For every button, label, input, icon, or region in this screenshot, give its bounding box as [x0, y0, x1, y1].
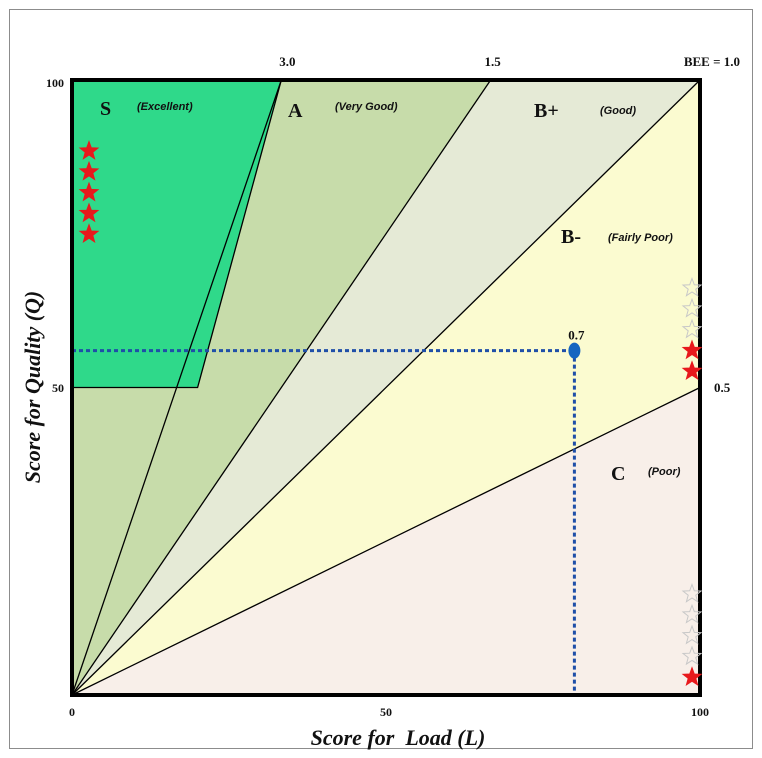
x-tick-label: 100	[691, 705, 709, 719]
chart-labels: 100 50 0 50 100 3.0 1.5 BEE = 1.0 0.5 S (Excellent…	[46, 54, 740, 719]
x-tick-label: 0	[69, 705, 75, 719]
figure-frame	[9, 9, 753, 749]
rank-description: (Good)	[600, 105, 636, 117]
y-axis-label: Score for Quality (Q)	[20, 291, 45, 483]
bee-label-0-5: 0.5	[714, 380, 731, 395]
rank-label: A	[288, 100, 303, 122]
star-filled-icon	[78, 160, 100, 181]
bee-label-3-0: 3.0	[279, 54, 295, 69]
rank-description: (Fairly Poor)	[608, 232, 673, 244]
star-filled-icon	[78, 223, 100, 244]
rank-label: C	[611, 463, 625, 485]
s-region-boundary	[72, 79, 282, 389]
star-empty-icon	[681, 645, 703, 666]
boundary-lines	[71, 79, 701, 696]
y-tick-label: 100	[46, 76, 64, 90]
bee-line-1-0	[71, 79, 701, 696]
rank-label: S	[100, 98, 111, 120]
rank-description: (Excellent)	[137, 101, 193, 113]
data-point-label: 0.7	[568, 328, 585, 343]
star-filled-icon	[78, 140, 100, 160]
x-axis-label: Score for Load (L)	[311, 725, 486, 750]
bee-label-1-0: BEE = 1.0	[684, 54, 740, 69]
star-empty-icon	[681, 624, 703, 645]
star-filled-icon	[681, 666, 703, 687]
star-empty-icon	[681, 583, 703, 603]
star-filled-icon	[78, 181, 100, 202]
star-filled-icon	[681, 360, 703, 381]
rank-description: (Very Good)	[335, 101, 398, 113]
star-empty-icon	[681, 277, 703, 297]
bee-label-1-5: 1.5	[485, 54, 502, 69]
data-point	[568, 342, 581, 359]
region-s	[72, 80, 282, 388]
x-tick-label: 50	[380, 705, 392, 719]
guide-lines	[72, 342, 581, 695]
rank-description: (Poor)	[648, 466, 681, 478]
star-empty-icon	[681, 318, 703, 339]
bee-line-0-5	[71, 386, 701, 696]
star-empty-icon	[681, 297, 703, 318]
star-filled-icon	[78, 202, 100, 223]
rank-label: B-	[561, 226, 581, 248]
star-empty-icon	[681, 603, 703, 624]
star-filled-icon	[681, 339, 703, 360]
y-tick-label: 50	[52, 381, 64, 395]
plot-border	[70, 78, 702, 697]
star-ratings	[78, 140, 703, 687]
rank-label: B+	[534, 100, 559, 122]
bee-line-1-5	[71, 79, 492, 696]
